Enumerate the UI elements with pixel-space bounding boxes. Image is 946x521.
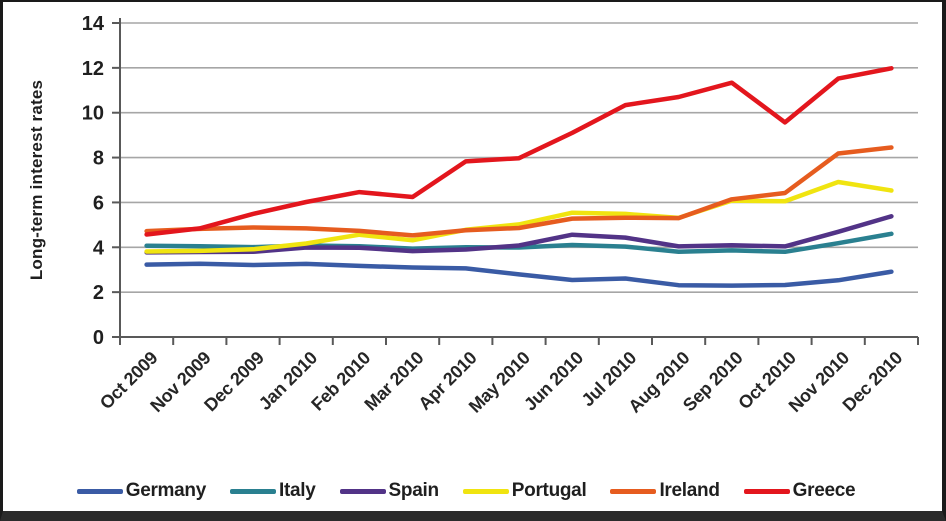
legend-label-portugal: Portugal — [511, 480, 587, 501]
legend-swatch-portugal — [462, 488, 509, 494]
legend-item-portugal: Portugal — [462, 480, 587, 502]
x-tick-label-8: Jun 2010 — [520, 347, 587, 414]
legend-item-ireland: Ireland — [610, 480, 720, 502]
legend-swatch-ireland — [610, 488, 657, 494]
y-tick-label-4: 4 — [93, 237, 105, 259]
y-tick-label-12: 12 — [82, 58, 104, 80]
legend-swatch-germany — [76, 488, 123, 494]
series-line-germany — [144, 261, 894, 288]
y-axis-title: Long-term interest rates — [27, 80, 46, 280]
y-tick-label-6: 6 — [93, 192, 104, 214]
legend-label-italy: Italy — [279, 480, 316, 501]
legend-label-germany: Germany — [125, 480, 207, 501]
legend-item-spain: Spain — [339, 480, 440, 502]
legend-swatch-greece — [743, 488, 790, 494]
series-line-portugal — [144, 179, 894, 254]
legend-item-greece: Greece — [743, 480, 856, 502]
series-line-ireland — [144, 145, 894, 238]
legend-label-greece: Greece — [792, 480, 856, 501]
y-tick-label-0: 0 — [93, 327, 104, 349]
legend-item-germany: Germany — [76, 480, 207, 502]
legend-swatch-spain — [339, 488, 386, 494]
legend-item-italy: Italy — [230, 480, 316, 502]
legend-swatch-italy — [230, 488, 276, 494]
y-tick-label-8: 8 — [93, 148, 104, 170]
series-line-spain — [144, 214, 894, 255]
series-line-greece — [144, 66, 894, 237]
legend-label-ireland: Ireland — [659, 480, 720, 501]
y-tick-label-14: 14 — [82, 13, 105, 35]
y-tick-label-2: 2 — [93, 282, 104, 304]
legend-label-spain: Spain — [388, 480, 440, 501]
y-tick-label-10: 10 — [82, 103, 104, 125]
chart-legend: Germany Italy Spain Portugal Ireland Greece — [0, 474, 932, 508]
x-tick-label-5: Mar 2010 — [360, 347, 427, 414]
